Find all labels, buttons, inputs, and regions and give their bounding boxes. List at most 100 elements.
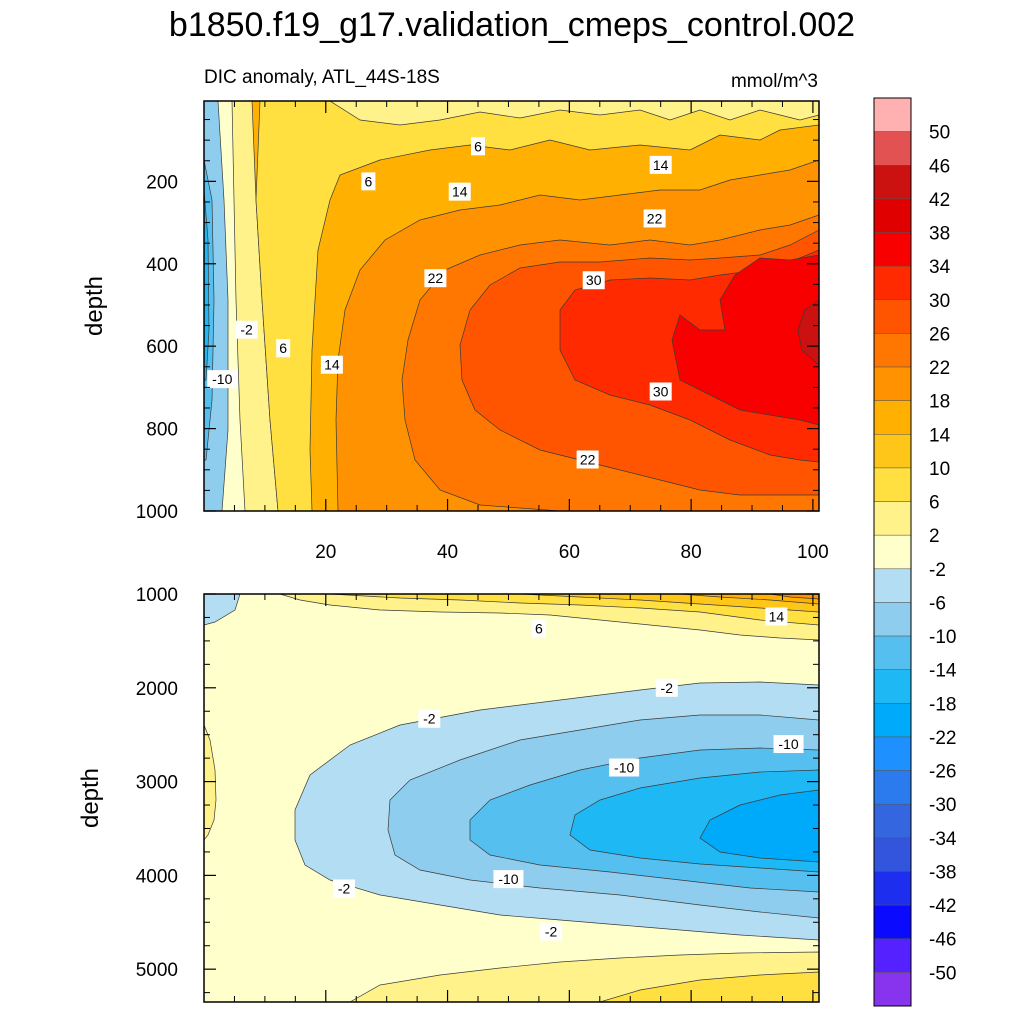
colorbar-segment xyxy=(873,669,912,704)
contour-label: -10 xyxy=(498,871,518,887)
y-tick-label: 2000 xyxy=(136,679,178,700)
colorbar-label: 42 xyxy=(929,190,950,211)
contour-label-box xyxy=(582,271,605,290)
contour-fill-2-top xyxy=(329,101,819,126)
chart-title: b1850.f19_g17.validation_cmeps_control.0… xyxy=(169,6,855,44)
y-tick-label: 3000 xyxy=(136,773,178,794)
colorbar-label: 46 xyxy=(929,156,950,177)
colorbar-label: -30 xyxy=(929,795,956,816)
contour-label-box xyxy=(649,382,672,401)
colorbar-segment xyxy=(873,232,912,267)
contour-label-box xyxy=(235,320,258,339)
colorbar-segment xyxy=(873,904,912,939)
colorbar-segment xyxy=(873,703,912,738)
contour-label-box xyxy=(655,678,678,697)
contour-label: -10 xyxy=(614,760,634,776)
contour-label: 14 xyxy=(653,157,669,173)
colorbar-label: -38 xyxy=(929,862,956,883)
colorbar-segment xyxy=(873,602,912,637)
lower-fill-minus2-corner xyxy=(204,594,241,626)
contour-label-box xyxy=(361,172,376,191)
y-tick-label: 400 xyxy=(146,255,178,276)
colorbar-segment xyxy=(873,265,912,301)
lower-y-axis-label: depth xyxy=(77,768,104,828)
y-tick-label: 5000 xyxy=(136,960,178,981)
upper-filled-contours xyxy=(204,101,819,511)
colorbar-label: 14 xyxy=(929,425,951,446)
lower-fill-minus18 xyxy=(699,789,819,863)
contour-label: 22 xyxy=(647,210,663,226)
colorbar-segment xyxy=(873,400,912,435)
colorbar-label: -46 xyxy=(929,930,956,951)
lower-fill-6-bottom xyxy=(599,971,819,1002)
contour-label-box xyxy=(643,209,666,228)
x-tick-label: 60 xyxy=(559,542,580,563)
colorbar-segment xyxy=(873,97,912,132)
colorbar-label: 18 xyxy=(929,392,950,413)
contour-label-box xyxy=(531,619,546,638)
contour-label-box xyxy=(471,137,486,156)
y-tick-label: 1000 xyxy=(136,502,178,523)
colorbar-label: -50 xyxy=(929,963,956,984)
contour-label-box xyxy=(540,922,563,941)
colorbar-label: 50 xyxy=(929,123,950,144)
contour-label: 6 xyxy=(365,173,373,189)
colorbar-segment xyxy=(873,534,912,570)
x-tick-label: 80 xyxy=(681,542,702,563)
y-tick-label: 800 xyxy=(146,420,178,441)
contour-label: 22 xyxy=(580,451,596,467)
contour-label-box xyxy=(576,450,599,469)
contour-fill-34 xyxy=(671,254,819,426)
contour-label-box xyxy=(649,155,672,174)
colorbar-segment xyxy=(873,938,912,973)
lower-contour-panel: 6 14 -2 -2 -10 -10 -10 -2 -2 xyxy=(203,593,820,1003)
colorbar-label: 6 xyxy=(929,493,940,514)
axes: 20 40 60 80 100 200 400 600 800 1000 1000 2000 3000 4… xyxy=(136,101,829,1002)
contour-label-box xyxy=(493,870,524,889)
contour-label: -10 xyxy=(212,371,232,387)
colorbar-label: 30 xyxy=(929,291,950,312)
colorbar-segment xyxy=(873,333,912,368)
lower-filled-contours xyxy=(204,594,819,1002)
lower-plot-frame xyxy=(203,593,820,1003)
contour-label: 30 xyxy=(586,272,602,288)
colorbar-segment xyxy=(873,568,912,603)
contour-label: -2 xyxy=(545,924,558,940)
colorbar-label: -26 xyxy=(929,762,956,783)
x-tick-label: 40 xyxy=(437,542,458,563)
x-tick-label: 20 xyxy=(315,542,336,563)
colorbar-label: -14 xyxy=(929,661,957,682)
colorbar-label: 26 xyxy=(929,324,950,345)
y-tick-label: 4000 xyxy=(136,866,178,887)
y-tick-label: 600 xyxy=(146,337,178,358)
colorbar-frame xyxy=(873,97,912,1007)
colorbar-segment xyxy=(873,131,912,166)
upper-y-axis-label: depth xyxy=(81,276,108,336)
contour-fill-6 xyxy=(255,101,819,511)
contour-label: 14 xyxy=(769,609,785,625)
colorbar-label: 38 xyxy=(929,224,950,245)
contour-label: 30 xyxy=(653,384,669,400)
colorbar-segment xyxy=(873,837,912,872)
colorbar-label: -34 xyxy=(929,829,957,850)
contour-label-box xyxy=(276,339,291,358)
lower-contour-labels: 6 14 -2 -2 -10 -10 -10 -2 -2 xyxy=(333,607,804,941)
panel-subtitle: DIC anomaly, ATL_44S-18S xyxy=(204,67,440,88)
contour-label: 22 xyxy=(428,270,444,286)
upper-contour-labels: 6 6 14 14 22 22 30 -2 6 14 -10 30 22 xyxy=(207,137,672,469)
contour-label: 6 xyxy=(474,138,482,154)
upper-plot-frame xyxy=(203,100,820,512)
contour-fill-minus18 xyxy=(204,189,210,381)
colorbar-segment xyxy=(873,972,912,1007)
x-tick-label: 100 xyxy=(797,542,829,563)
contour-label-box xyxy=(418,709,441,728)
colorbar-segment xyxy=(873,871,912,906)
upper-contour-panel: 6 6 14 14 22 22 30 -2 6 14 -10 30 22 xyxy=(203,100,820,512)
colorbar-label: -10 xyxy=(929,627,956,648)
contour-label-box xyxy=(765,607,788,626)
contour-label: 14 xyxy=(452,184,468,200)
colorbar-label: -18 xyxy=(929,694,956,715)
contour-label: -2 xyxy=(338,881,351,897)
colorbar-label: -6 xyxy=(929,593,946,614)
